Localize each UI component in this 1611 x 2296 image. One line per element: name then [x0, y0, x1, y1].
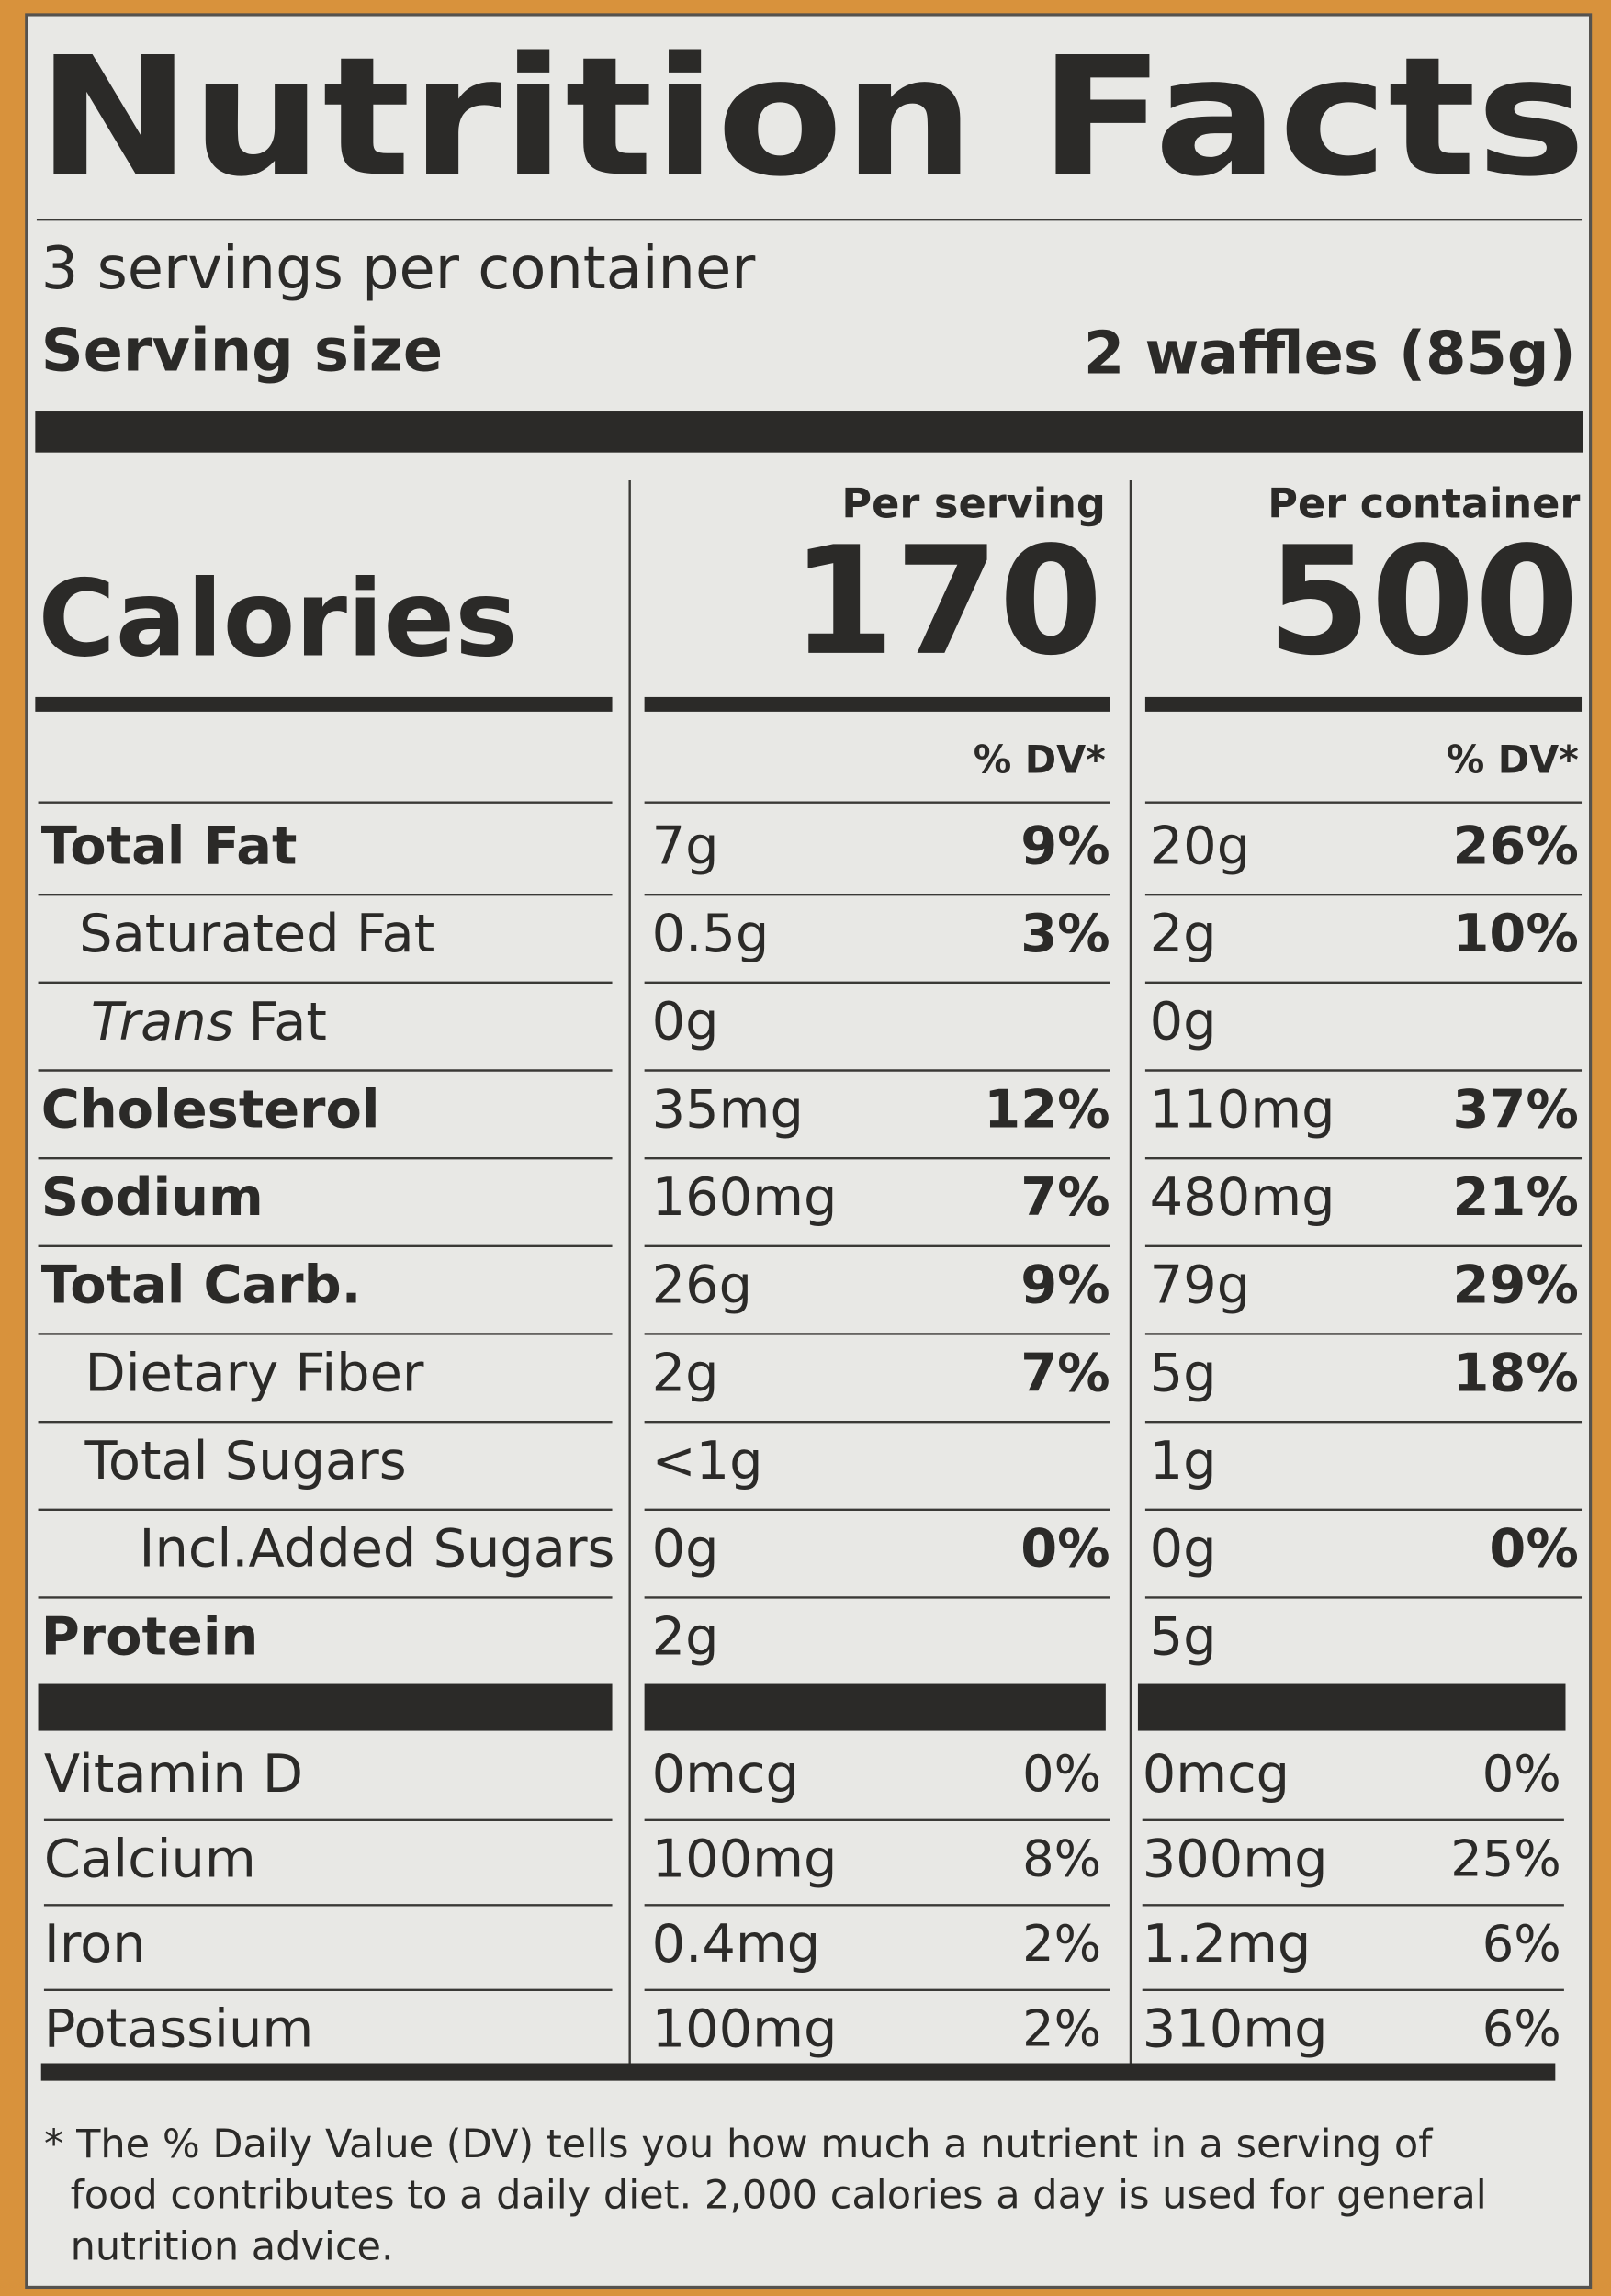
- nutrient-name: Trans Fat: [91, 991, 327, 1052]
- daily-value: 7%: [1020, 1342, 1110, 1403]
- daily-value: 2%: [1022, 2000, 1101, 2058]
- amount: 5g: [1150, 1605, 1217, 1667]
- nutrient-name: Protein: [41, 1605, 259, 1667]
- amount: 5g: [1150, 1342, 1217, 1403]
- daily-value: 0%: [1482, 1745, 1561, 1803]
- thick-rule: [644, 696, 1110, 712]
- thick-bar: [35, 411, 1583, 453]
- vitamin-name: Potassium: [44, 1998, 313, 2060]
- amount: 26g: [652, 1255, 752, 1316]
- footnote: nutrition advice.: [71, 2223, 394, 2269]
- dv-header: % DV*: [974, 738, 1106, 782]
- daily-value: 37%: [1452, 1078, 1578, 1140]
- daily-value: 26%: [1452, 815, 1578, 876]
- serving-size-label: Serving size: [41, 317, 443, 385]
- amount: 480mg: [1150, 1166, 1335, 1228]
- daily-value: 25%: [1450, 1830, 1560, 1888]
- daily-value: 0%: [1489, 1518, 1578, 1580]
- nutrient-name: Dietary Fiber: [85, 1342, 424, 1403]
- amount: 0mcg: [1143, 1743, 1290, 1805]
- daily-value: 0%: [1022, 1745, 1101, 1803]
- daily-value: 6%: [1482, 1915, 1561, 1973]
- daily-value: 3%: [1020, 903, 1110, 964]
- thick-rule: [35, 696, 613, 712]
- amount: 100mg: [652, 1998, 838, 2060]
- amount: 0g: [652, 991, 719, 1052]
- amount: 2g: [652, 1605, 719, 1667]
- calories-label: Calories: [39, 558, 518, 681]
- amount: 35mg: [652, 1078, 804, 1140]
- amount: 0mcg: [652, 1743, 799, 1805]
- nutrient-name: Sodium: [41, 1166, 264, 1228]
- title: Nutrition Facts: [37, 22, 1586, 213]
- nutrient-name-italic: Trans: [91, 991, 234, 1052]
- amount: 300mg: [1143, 1829, 1328, 1890]
- vitamin-name: Vitamin D: [44, 1743, 303, 1805]
- daily-value: 9%: [1020, 815, 1110, 876]
- nutrient-name: Total Fat: [41, 815, 298, 876]
- amount: 310mg: [1143, 1998, 1328, 2060]
- amount: 100mg: [652, 1829, 838, 1890]
- amount: 2g: [652, 1342, 719, 1403]
- nutrient-name-rest: Fat: [248, 991, 326, 1052]
- daily-value: 21%: [1452, 1166, 1578, 1228]
- nutrient-name: Total Sugars: [84, 1430, 407, 1491]
- nutrient-name: Total Carb.: [41, 1255, 362, 1316]
- amount: 2g: [1150, 903, 1217, 964]
- nutrient-name: Cholesterol: [41, 1078, 380, 1140]
- daily-value: 10%: [1452, 903, 1578, 964]
- column-header: Per container: [1267, 480, 1580, 528]
- amount: 1.2mg: [1143, 1913, 1312, 1975]
- amount: 0.5g: [652, 903, 770, 964]
- daily-value: 0%: [1020, 1518, 1110, 1580]
- footnote: food contributes to a daily diet. 2,000 …: [71, 2173, 1487, 2219]
- serving-size-value: 2 waffles (85g): [1084, 321, 1576, 388]
- amount: 79g: [1150, 1255, 1250, 1316]
- amount: 1g: [1150, 1430, 1217, 1491]
- thick-rule: [1144, 696, 1583, 712]
- vitamin-name: Iron: [44, 1913, 146, 1975]
- daily-value: 2%: [1022, 1915, 1101, 1973]
- thick-bar: [1137, 1683, 1566, 1731]
- daily-value: 7%: [1020, 1166, 1110, 1228]
- calories-value: 170: [791, 515, 1102, 689]
- daily-value: 12%: [984, 1078, 1110, 1140]
- thick-bar: [644, 1683, 1106, 1731]
- amount: 110mg: [1150, 1078, 1335, 1140]
- footnote: * The % Daily Value (DV) tells you how m…: [44, 2122, 1433, 2167]
- daily-value: 8%: [1022, 1830, 1101, 1888]
- amount: 0g: [652, 1518, 719, 1580]
- thick-bar: [40, 2063, 1556, 2081]
- amount: <1g: [652, 1430, 763, 1491]
- amount: 160mg: [652, 1166, 838, 1228]
- amount: 0g: [1150, 1518, 1217, 1580]
- nutrient-name: Incl.Added Sugars: [140, 1518, 615, 1580]
- amount: 20g: [1150, 815, 1250, 876]
- column-header: Per serving: [841, 480, 1105, 528]
- amount: 0.4mg: [652, 1913, 821, 1975]
- amount: 0g: [1150, 991, 1217, 1052]
- calories-value: 500: [1267, 515, 1578, 689]
- dv-header: % DV*: [1447, 738, 1579, 782]
- daily-value: 29%: [1452, 1255, 1578, 1316]
- thick-bar: [38, 1683, 613, 1731]
- servings: 3 servings per container: [41, 235, 756, 303]
- daily-value: 6%: [1482, 2000, 1561, 2058]
- daily-value: 9%: [1020, 1255, 1110, 1316]
- nutrient-name: Saturated Fat: [79, 903, 434, 964]
- amount: 7g: [652, 815, 719, 876]
- label-panel: [25, 13, 1593, 2290]
- daily-value: 18%: [1452, 1342, 1578, 1403]
- vitamin-name: Calcium: [44, 1829, 256, 1890]
